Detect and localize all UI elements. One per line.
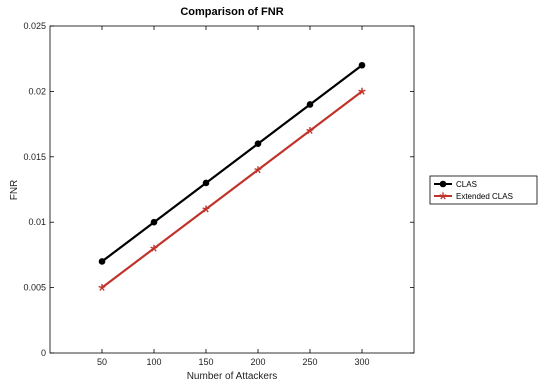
legend-label-1: CLAS (456, 180, 477, 189)
data-point-1 (358, 61, 366, 69)
legend-box (429, 175, 538, 205)
y-tick-label: 0.01 (28, 217, 46, 227)
data-point-1 (254, 140, 262, 148)
legend: CLAS Extended CLAS (429, 175, 538, 205)
x-axis: 50 100 150 200 250 300 (97, 26, 370, 367)
data-point-2 (98, 284, 106, 291)
chart-title: Comparison of FNR (180, 6, 283, 18)
y-tick-label: 0.02 (28, 86, 46, 96)
y-tick-label: 0.025 (23, 21, 46, 31)
series-layer (98, 61, 366, 291)
y-tick-label: 0.015 (23, 152, 46, 162)
legend-marker-1 (439, 180, 447, 188)
series-line-2 (101, 90, 363, 289)
data-point-1 (98, 258, 106, 265)
legend-marker-2 (439, 192, 447, 200)
x-tick-label: 150 (198, 357, 213, 367)
x-axis-label: Number of Attackers (187, 371, 278, 381)
data-point-2 (150, 244, 158, 252)
x-tick-label: 250 (302, 357, 317, 367)
series-line-1 (101, 64, 363, 263)
data-point-2 (358, 87, 366, 95)
y-tick-label: 0 (41, 348, 46, 358)
x-tick-label: 300 (354, 357, 369, 367)
x-tick-label: 100 (146, 357, 161, 367)
data-point-1 (202, 179, 210, 187)
data-point-1 (150, 218, 158, 226)
data-point-2 (254, 166, 262, 174)
y-axis: 0 0.005 0.01 0.015 0.02 0.025 (23, 21, 414, 358)
data-point-1 (306, 101, 314, 108)
plot-area (49, 25, 415, 354)
legend-label-2: Extended CLAS (456, 192, 513, 201)
data-point-2 (202, 205, 210, 213)
x-tick-label: 50 (97, 357, 107, 367)
y-tick-label: 0.005 (23, 283, 46, 293)
y-axis-label: FNR (9, 180, 20, 201)
x-tick-label: 200 (250, 357, 265, 367)
data-point-2 (306, 127, 314, 134)
